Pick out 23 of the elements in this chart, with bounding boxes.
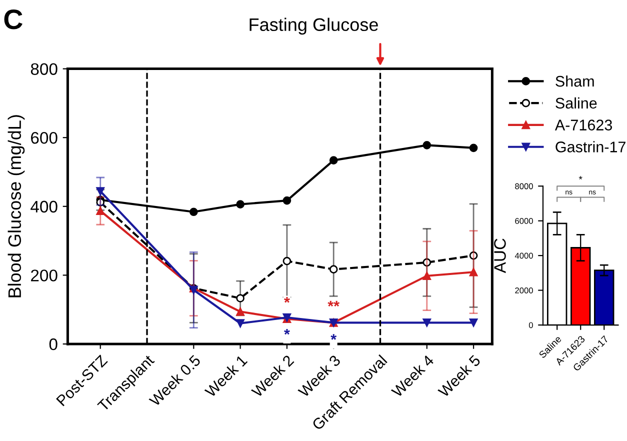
y-tick-label: 4000 (514, 252, 533, 259)
text: * (578, 176, 582, 180)
legend-label: Gastrin-17 (556, 141, 626, 152)
chart-title: Fasting Glucose (250, 18, 378, 35)
annotation: ** (328, 300, 340, 306)
y-tick-label: 200 (31, 270, 58, 282)
annotation: * (284, 328, 290, 335)
y-tick-label: 6000 (515, 218, 533, 224)
legend-label: A-71623 (554, 120, 612, 130)
y-tick-label: 0 (528, 322, 533, 328)
legend-label: Sham (556, 75, 594, 87)
y-tick-label: 2000 (515, 287, 533, 294)
text: C (4, 10, 22, 30)
y-axis-title: Blood Glucose (mg/dL) (8, 115, 25, 298)
annotation: * (284, 297, 290, 303)
annotation: * (330, 334, 337, 340)
y-tick-label: 400 (30, 200, 58, 213)
y-tick-label: 8000 (515, 183, 533, 190)
y-axis-title: AUC (494, 238, 506, 274)
y-tick-label: 800 (30, 63, 58, 75)
y-tick-label: 600 (31, 132, 58, 144)
y-tick-label: 0 (49, 338, 58, 350)
legend-label: Saline (556, 97, 597, 109)
